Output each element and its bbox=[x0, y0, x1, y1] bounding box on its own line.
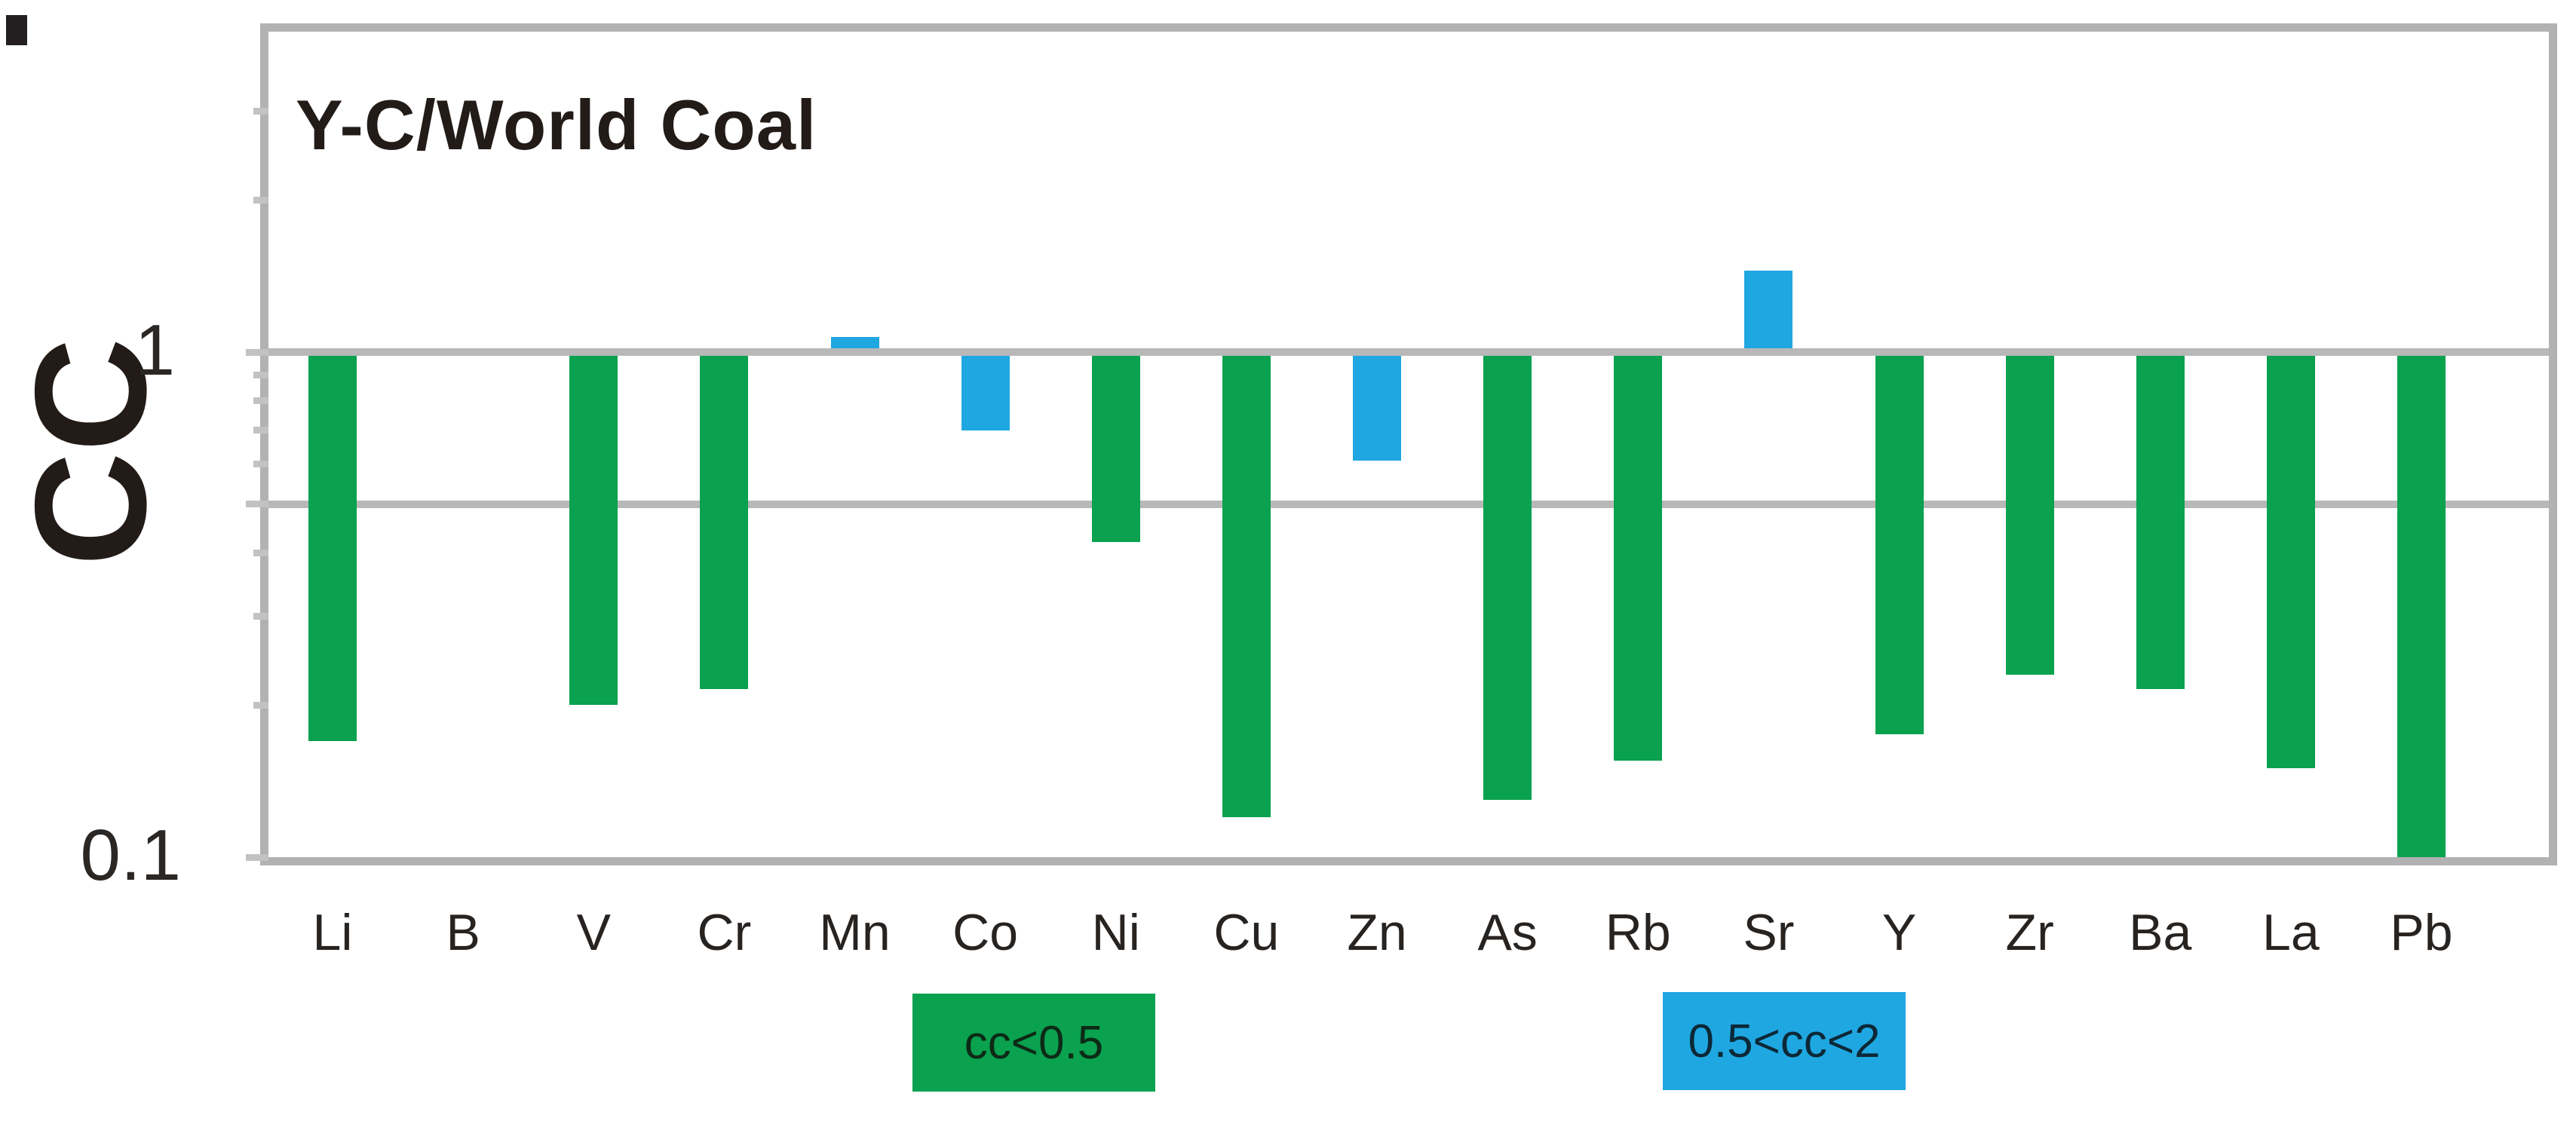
bar-mn bbox=[830, 337, 879, 348]
gridline-0.5 bbox=[268, 500, 2549, 508]
chart-title: Y-C/World Coal bbox=[296, 85, 817, 164]
bar-v bbox=[569, 356, 618, 706]
y-minor-tick-3 bbox=[253, 107, 268, 115]
bar-cu bbox=[1222, 356, 1271, 817]
x-label-la: La bbox=[2262, 904, 2320, 961]
y-tick-label-1: 1 bbox=[134, 310, 175, 391]
bar-pb bbox=[2397, 356, 2446, 857]
x-label-as: As bbox=[1477, 904, 1538, 961]
legend-item-green: cc<0.5 bbox=[912, 994, 1155, 1092]
x-label-sr: Sr bbox=[1743, 904, 1795, 961]
legend-label-green: cc<0.5 bbox=[964, 1016, 1104, 1069]
y-minor-tick-0.9 bbox=[253, 372, 268, 379]
x-label-cu: Cu bbox=[1213, 904, 1280, 961]
legend-item-blue: 0.5<cc<2 bbox=[1663, 992, 1906, 1090]
bar-sr bbox=[1744, 270, 1793, 348]
y-minor-tick-0.8 bbox=[253, 397, 268, 405]
corner-mark bbox=[6, 15, 27, 45]
y-minor-tick-0.7 bbox=[253, 427, 268, 434]
bar-rb bbox=[1614, 356, 1663, 761]
y-minor-tick-0.6 bbox=[253, 461, 268, 468]
x-label-b: B bbox=[446, 904, 480, 961]
y-major-tick-0.1 bbox=[246, 853, 268, 861]
bar-zn bbox=[1353, 356, 1401, 461]
y-minor-tick-0.4 bbox=[253, 550, 268, 557]
x-label-zn: Zn bbox=[1347, 904, 1407, 961]
bar-as bbox=[1483, 356, 1532, 800]
bar-zr bbox=[2005, 356, 2054, 675]
x-label-ba: Ba bbox=[2129, 904, 2192, 961]
y-tick-label-0-1: 0.1 bbox=[80, 815, 181, 896]
y-minor-tick-0.3 bbox=[253, 612, 268, 620]
x-label-co: Co bbox=[952, 904, 1019, 961]
x-label-li: Li bbox=[312, 904, 353, 961]
bar-li bbox=[308, 356, 357, 741]
y-major-tick-1 bbox=[246, 348, 268, 356]
x-label-cr: Cr bbox=[697, 904, 752, 961]
x-label-pb: Pb bbox=[2390, 904, 2453, 961]
bar-la bbox=[2266, 356, 2315, 769]
y-major-tick-0.5 bbox=[246, 501, 268, 508]
x-label-y: Y bbox=[1881, 904, 1917, 961]
x-label-ni: Ni bbox=[1091, 904, 1140, 961]
x-label-mn: Mn bbox=[819, 904, 891, 961]
y-minor-tick-0.2 bbox=[253, 701, 268, 709]
gridline-1 bbox=[268, 348, 2549, 356]
bar-co bbox=[961, 356, 1010, 430]
x-label-rb: Rb bbox=[1605, 904, 1671, 961]
x-label-zr: Zr bbox=[2005, 904, 2054, 961]
bar-cr bbox=[700, 356, 749, 690]
bar-ba bbox=[2136, 356, 2185, 690]
legend-label-blue: 0.5<cc<2 bbox=[1688, 1015, 1881, 1067]
y-minor-tick-2 bbox=[253, 196, 268, 204]
bar-y bbox=[1875, 356, 1924, 735]
bar-ni bbox=[1091, 356, 1140, 543]
x-label-v: V bbox=[576, 904, 611, 961]
